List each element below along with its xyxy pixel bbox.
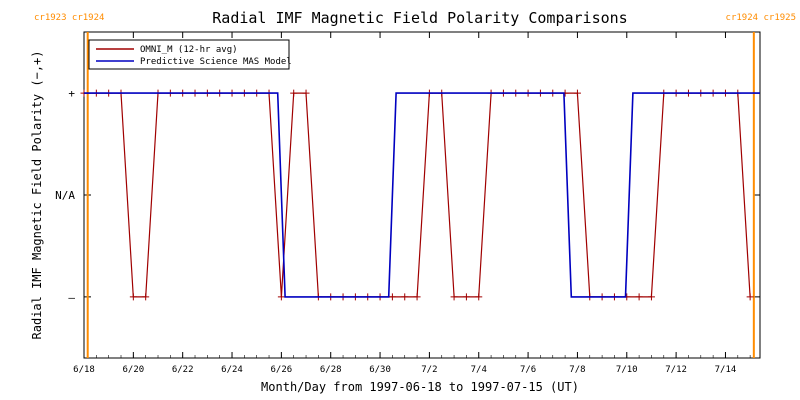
y-axis-label: Radial IMF Magnetic Field Polarity (−,+) xyxy=(30,51,44,340)
legend: OMNI_M (12-hr avg) Predictive Science MA… xyxy=(88,39,292,70)
carrington-label: cr1923 cr1924 xyxy=(34,13,104,23)
x-tick-label: 7/2 xyxy=(421,365,437,375)
carrington-label: cr1924 cr1925 xyxy=(726,13,796,23)
chart-title: Radial IMF Magnetic Field Polarity Compa… xyxy=(212,9,627,27)
legend-box xyxy=(88,39,290,70)
x-tick-label: 6/20 xyxy=(122,365,144,375)
legend-label-omni: OMNI_M (12-hr avg) xyxy=(140,45,238,55)
x-tick-label: 6/22 xyxy=(172,365,194,375)
x-tick-label: 7/8 xyxy=(569,365,585,375)
legend-label-model: Predictive Science MAS Model xyxy=(140,57,292,67)
x-axis-ticks: 6/18 6/20 6/22 6/24 6/26 6/28 6/30 7/2 7/4 7/6 7/8… xyxy=(73,32,751,375)
plot-frame xyxy=(83,31,761,359)
x-tick-label: 6/30 xyxy=(369,365,391,375)
series-line-omni xyxy=(84,92,751,298)
x-tick-label: 7/14 xyxy=(715,365,737,375)
x-tick-label: 6/28 xyxy=(320,365,342,375)
x-tick-label: 7/6 xyxy=(520,365,536,375)
y-tick-label: + xyxy=(68,87,75,100)
y-tick-label: – xyxy=(68,291,75,304)
x-tick-label: 7/10 xyxy=(616,365,638,375)
x-tick-label: 6/26 xyxy=(271,365,293,375)
y-axis-ticks: + N/A – xyxy=(55,87,760,304)
series-line-model xyxy=(84,92,760,298)
series-layer xyxy=(80,89,760,301)
x-tick-label: 7/12 xyxy=(665,365,687,375)
x-tick-label: 7/4 xyxy=(471,365,487,375)
carrington-rotation-lines: cr1923 cr1924 cr1924 cr1925 xyxy=(34,13,796,358)
x-tick-label: 6/24 xyxy=(221,365,243,375)
x-axis-label: Month/Day from 1997-06-18 to 1997-07-15 … xyxy=(261,380,579,394)
x-tick-label: 6/18 xyxy=(73,365,95,375)
y-tick-label: N/A xyxy=(55,189,75,202)
